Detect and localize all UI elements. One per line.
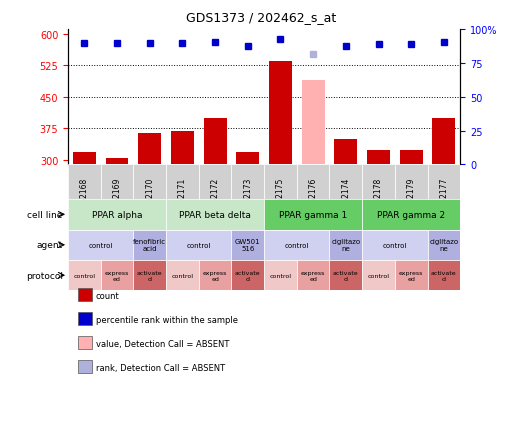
- Bar: [329, 230, 362, 260]
- Bar: [297, 165, 329, 230]
- Bar: [68, 200, 166, 230]
- Text: PPAR beta delta: PPAR beta delta: [179, 210, 251, 219]
- Bar: [133, 260, 166, 291]
- Bar: [367, 150, 390, 165]
- Bar: [203, 118, 226, 165]
- Bar: [400, 150, 423, 165]
- Text: GSM52178: GSM52178: [374, 177, 383, 218]
- Text: control: control: [383, 242, 407, 248]
- Bar: [68, 260, 100, 291]
- Text: ciglitazo
ne: ciglitazo ne: [429, 239, 459, 252]
- Bar: [166, 200, 264, 230]
- Text: control: control: [269, 273, 291, 278]
- Bar: [106, 158, 129, 165]
- Bar: [264, 165, 297, 230]
- Bar: [166, 230, 231, 260]
- Bar: [68, 230, 133, 260]
- Bar: [73, 152, 96, 165]
- Bar: [264, 260, 297, 291]
- Text: express
ed: express ed: [301, 270, 325, 281]
- Text: PPAR alpha: PPAR alpha: [92, 210, 142, 219]
- Bar: [264, 200, 362, 230]
- Bar: [433, 118, 456, 165]
- Bar: [231, 260, 264, 291]
- Text: percentile rank within the sample: percentile rank within the sample: [96, 315, 238, 324]
- Text: GSM52177: GSM52177: [439, 177, 448, 218]
- Bar: [199, 260, 231, 291]
- Bar: [395, 165, 428, 230]
- Bar: [133, 230, 166, 260]
- Text: cell line: cell line: [27, 210, 63, 219]
- Text: GSM52172: GSM52172: [211, 177, 220, 218]
- Text: GW501
516: GW501 516: [235, 239, 260, 252]
- Text: PPAR gamma 1: PPAR gamma 1: [279, 210, 347, 219]
- Text: value, Detection Call = ABSENT: value, Detection Call = ABSENT: [96, 339, 229, 348]
- Text: GDS1373 / 202462_s_at: GDS1373 / 202462_s_at: [186, 11, 337, 24]
- Text: PPAR gamma 2: PPAR gamma 2: [377, 210, 445, 219]
- Bar: [329, 165, 362, 230]
- Text: GSM52175: GSM52175: [276, 177, 285, 218]
- Bar: [428, 230, 460, 260]
- Text: GSM52168: GSM52168: [80, 177, 89, 218]
- Bar: [428, 260, 460, 291]
- Bar: [166, 260, 199, 291]
- Text: control: control: [285, 242, 309, 248]
- Text: activate
d: activate d: [333, 270, 359, 281]
- Text: GSM52169: GSM52169: [112, 177, 121, 218]
- Bar: [231, 165, 264, 230]
- Bar: [199, 165, 231, 230]
- Text: control: control: [172, 273, 194, 278]
- Text: fenofibric
acid: fenofibric acid: [133, 239, 166, 252]
- Bar: [362, 260, 395, 291]
- Text: express
ed: express ed: [105, 270, 129, 281]
- Bar: [236, 152, 259, 165]
- Text: GSM52171: GSM52171: [178, 177, 187, 218]
- Bar: [362, 230, 428, 260]
- Text: count: count: [96, 291, 119, 300]
- Bar: [362, 200, 460, 230]
- Text: GSM52176: GSM52176: [309, 177, 317, 218]
- Bar: [133, 165, 166, 230]
- Text: control: control: [88, 242, 113, 248]
- Text: ciglitazo
ne: ciglitazo ne: [331, 239, 360, 252]
- Text: express
ed: express ed: [203, 270, 228, 281]
- Bar: [171, 131, 194, 165]
- Bar: [100, 260, 133, 291]
- Bar: [362, 165, 395, 230]
- Bar: [428, 165, 460, 230]
- Text: control: control: [187, 242, 211, 248]
- Bar: [231, 230, 264, 260]
- Text: activate
d: activate d: [235, 270, 260, 281]
- Text: control: control: [73, 273, 95, 278]
- Text: protocol: protocol: [26, 271, 63, 280]
- Bar: [334, 140, 357, 165]
- Text: rank, Detection Call = ABSENT: rank, Detection Call = ABSENT: [96, 363, 225, 372]
- Bar: [166, 165, 199, 230]
- Bar: [395, 260, 428, 291]
- Bar: [302, 81, 325, 165]
- Text: activate
d: activate d: [137, 270, 163, 281]
- Text: agent: agent: [37, 241, 63, 250]
- Bar: [297, 260, 329, 291]
- Bar: [68, 165, 100, 230]
- Text: activate
d: activate d: [431, 270, 457, 281]
- Bar: [100, 165, 133, 230]
- Text: GSM52174: GSM52174: [342, 177, 350, 218]
- Bar: [264, 230, 329, 260]
- Text: GSM52170: GSM52170: [145, 177, 154, 218]
- Bar: [329, 260, 362, 291]
- Bar: [269, 62, 292, 165]
- Text: control: control: [368, 273, 390, 278]
- Text: GSM52173: GSM52173: [243, 177, 252, 218]
- Bar: [138, 133, 161, 165]
- Text: express
ed: express ed: [399, 270, 424, 281]
- Text: GSM52179: GSM52179: [407, 177, 416, 218]
